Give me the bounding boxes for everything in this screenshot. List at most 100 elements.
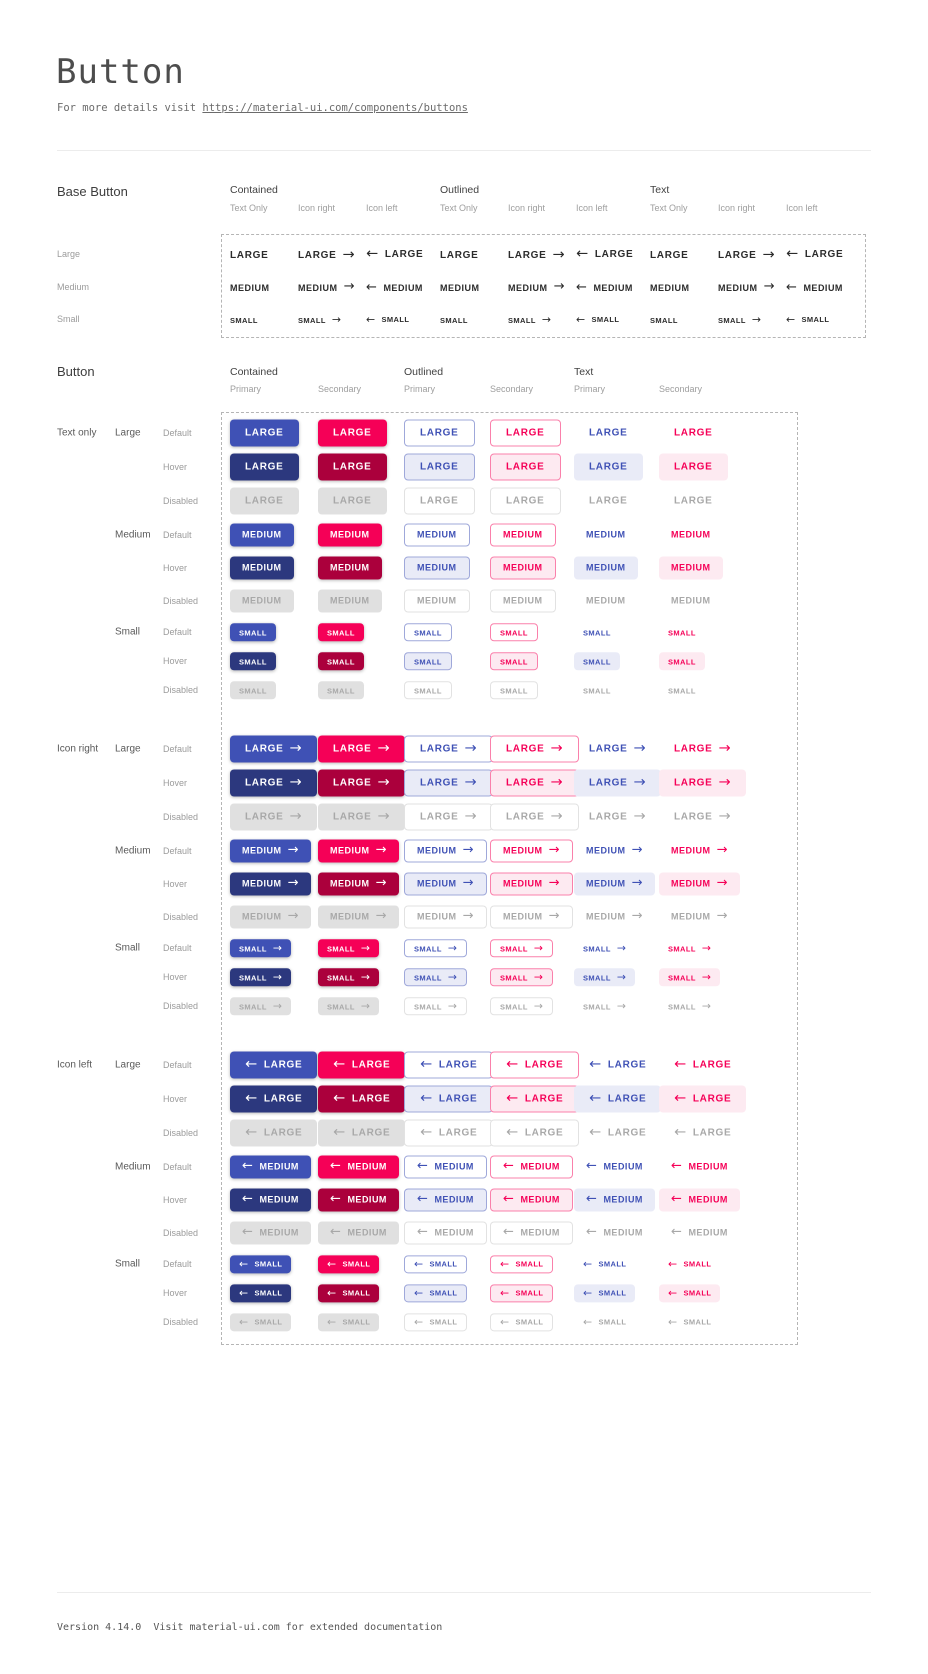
base-contained-icon-right-small-button[interactable]: SMALL →	[298, 314, 341, 325]
docs-link[interactable]: https://material-ui.com/components/butto…	[202, 102, 468, 114]
outlined-primary-large-hover-button[interactable]: LARGE →	[404, 769, 494, 797]
text-secondary-small-default-button[interactable]: SMALL	[659, 623, 705, 641]
contained-secondary-large-hover-button[interactable]: ← LARGE	[318, 1085, 406, 1113]
contained-secondary-medium-default-button[interactable]: MEDIUM →	[318, 839, 399, 862]
text-secondary-small-default-button[interactable]: SMALL →	[659, 939, 720, 957]
text-secondary-large-default-button[interactable]: ← LARGE	[659, 1052, 746, 1079]
text-secondary-large-hover-button[interactable]: LARGE	[659, 453, 728, 481]
base-text-text-only-small-button[interactable]: SMALL	[650, 316, 678, 325]
contained-secondary-medium-default-button[interactable]: MEDIUM	[318, 523, 382, 546]
text-secondary-medium-default-button[interactable]: MEDIUM →	[659, 839, 740, 862]
contained-secondary-small-default-button[interactable]: SMALL	[318, 623, 364, 642]
text-secondary-small-default-button[interactable]: ← SMALL	[659, 1255, 720, 1273]
base-outlined-icon-left-large-button[interactable]: ← LARGE	[576, 247, 633, 261]
base-outlined-icon-right-large-button[interactable]: LARGE →	[508, 248, 565, 262]
contained-primary-large-default-button[interactable]: LARGE	[230, 419, 299, 447]
contained-primary-small-default-button[interactable]: SMALL →	[230, 939, 292, 958]
outlined-primary-medium-hover-button[interactable]: MEDIUM	[404, 556, 470, 579]
text-primary-medium-hover-button[interactable]: ← MEDIUM	[574, 1188, 655, 1211]
text-primary-small-hover-button[interactable]: SMALL	[574, 652, 620, 671]
text-primary-large-default-button[interactable]: LARGE	[574, 420, 643, 447]
outlined-secondary-small-default-button[interactable]: SMALL →	[490, 939, 554, 958]
outlined-primary-large-hover-button[interactable]: ← LARGE	[404, 1085, 494, 1113]
contained-primary-small-hover-button[interactable]: SMALL	[230, 652, 276, 671]
text-secondary-large-hover-button[interactable]: LARGE →	[659, 769, 747, 797]
outlined-secondary-large-default-button[interactable]: LARGE →	[490, 735, 580, 763]
contained-secondary-small-default-button[interactable]: ← SMALL	[318, 1255, 380, 1274]
text-primary-large-hover-button[interactable]: LARGE	[574, 453, 643, 481]
contained-primary-medium-default-button[interactable]: MEDIUM →	[230, 839, 311, 862]
outlined-primary-medium-default-button[interactable]: MEDIUM	[404, 523, 470, 546]
contained-primary-medium-default-button[interactable]: MEDIUM	[230, 523, 294, 546]
base-contained-text-only-small-button[interactable]: SMALL	[230, 316, 258, 325]
base-outlined-text-only-medium-button[interactable]: MEDIUM	[440, 283, 480, 293]
outlined-secondary-small-hover-button[interactable]: SMALL	[490, 652, 538, 671]
contained-secondary-large-hover-button[interactable]: LARGE	[318, 453, 387, 481]
base-text-icon-left-large-button[interactable]: ← LARGE	[786, 247, 843, 261]
outlined-secondary-medium-default-button[interactable]: ← MEDIUM	[490, 1155, 573, 1178]
contained-secondary-small-hover-button[interactable]: SMALL	[318, 652, 364, 671]
contained-secondary-medium-hover-button[interactable]: MEDIUM	[318, 556, 382, 579]
text-primary-small-hover-button[interactable]: SMALL →	[574, 968, 636, 987]
base-text-icon-left-small-button[interactable]: ← SMALL	[786, 314, 829, 325]
contained-primary-large-default-button[interactable]: LARGE →	[230, 735, 318, 763]
outlined-primary-small-hover-button[interactable]: ← SMALL	[404, 1284, 468, 1303]
text-secondary-large-default-button[interactable]: LARGE	[659, 420, 728, 447]
outlined-secondary-medium-hover-button[interactable]: MEDIUM	[490, 556, 556, 579]
text-primary-medium-default-button[interactable]: MEDIUM →	[574, 839, 655, 862]
text-secondary-medium-default-button[interactable]: ← MEDIUM	[659, 1155, 740, 1178]
outlined-secondary-small-hover-button[interactable]: ← SMALL	[490, 1284, 554, 1303]
contained-secondary-small-default-button[interactable]: SMALL →	[318, 939, 380, 958]
outlined-primary-large-default-button[interactable]: LARGE	[404, 419, 475, 447]
outlined-secondary-large-default-button[interactable]: LARGE	[490, 419, 561, 447]
outlined-primary-medium-hover-button[interactable]: MEDIUM →	[404, 872, 487, 895]
text-primary-medium-default-button[interactable]: ← MEDIUM	[574, 1155, 655, 1178]
base-contained-icon-right-large-button[interactable]: LARGE →	[298, 248, 355, 262]
outlined-secondary-large-default-button[interactable]: ← LARGE	[490, 1051, 580, 1079]
text-primary-medium-hover-button[interactable]: MEDIUM	[574, 556, 638, 579]
base-text-icon-right-medium-button[interactable]: MEDIUM →	[718, 280, 775, 294]
base-text-icon-left-medium-button[interactable]: ← MEDIUM	[786, 280, 843, 294]
contained-primary-large-hover-button[interactable]: LARGE	[230, 453, 299, 481]
base-text-icon-right-small-button[interactable]: SMALL →	[718, 314, 761, 325]
base-contained-icon-left-medium-button[interactable]: ← MEDIUM	[366, 280, 423, 294]
outlined-secondary-medium-hover-button[interactable]: MEDIUM →	[490, 872, 573, 895]
outlined-primary-medium-default-button[interactable]: ← MEDIUM	[404, 1155, 487, 1178]
base-text-text-only-medium-button[interactable]: MEDIUM	[650, 283, 690, 293]
contained-secondary-medium-default-button[interactable]: ← MEDIUM	[318, 1155, 399, 1178]
text-secondary-medium-default-button[interactable]: MEDIUM	[659, 523, 723, 546]
text-primary-small-default-button[interactable]: SMALL →	[574, 939, 635, 957]
text-secondary-medium-hover-button[interactable]: MEDIUM →	[659, 872, 740, 895]
text-secondary-large-default-button[interactable]: LARGE →	[659, 736, 746, 763]
outlined-secondary-small-default-button[interactable]: ← SMALL	[490, 1255, 554, 1274]
outlined-primary-small-default-button[interactable]: ← SMALL	[404, 1255, 468, 1274]
outlined-primary-large-default-button[interactable]: ← LARGE	[404, 1051, 494, 1079]
text-secondary-medium-hover-button[interactable]: ← MEDIUM	[659, 1188, 740, 1211]
outlined-primary-medium-default-button[interactable]: MEDIUM →	[404, 839, 487, 862]
base-outlined-text-only-large-button[interactable]: LARGE	[440, 250, 479, 261]
contained-primary-medium-hover-button[interactable]: MEDIUM	[230, 556, 294, 579]
outlined-primary-small-hover-button[interactable]: SMALL	[404, 652, 452, 671]
text-secondary-medium-hover-button[interactable]: MEDIUM	[659, 556, 723, 579]
contained-secondary-large-default-button[interactable]: LARGE	[318, 419, 387, 447]
text-primary-large-default-button[interactable]: LARGE →	[574, 736, 661, 763]
text-secondary-small-hover-button[interactable]: ← SMALL	[659, 1284, 721, 1303]
text-primary-small-default-button[interactable]: SMALL	[574, 623, 620, 641]
outlined-primary-large-hover-button[interactable]: LARGE	[404, 453, 475, 481]
outlined-secondary-small-hover-button[interactable]: SMALL →	[490, 968, 554, 987]
contained-secondary-large-hover-button[interactable]: LARGE →	[318, 769, 406, 797]
base-outlined-text-only-small-button[interactable]: SMALL	[440, 316, 468, 325]
contained-primary-large-hover-button[interactable]: LARGE →	[230, 769, 318, 797]
contained-primary-small-hover-button[interactable]: SMALL →	[230, 968, 292, 987]
contained-primary-small-default-button[interactable]: ← SMALL	[230, 1255, 292, 1274]
base-text-icon-right-large-button[interactable]: LARGE →	[718, 248, 775, 262]
outlined-secondary-small-default-button[interactable]: SMALL	[490, 623, 538, 642]
contained-secondary-medium-hover-button[interactable]: ← MEDIUM	[318, 1188, 399, 1211]
contained-secondary-small-hover-button[interactable]: ← SMALL	[318, 1284, 380, 1303]
contained-primary-small-hover-button[interactable]: ← SMALL	[230, 1284, 292, 1303]
contained-secondary-medium-hover-button[interactable]: MEDIUM →	[318, 872, 399, 895]
outlined-primary-small-default-button[interactable]: SMALL →	[404, 939, 468, 958]
outlined-secondary-large-hover-button[interactable]: ← LARGE	[490, 1085, 580, 1113]
outlined-secondary-medium-default-button[interactable]: MEDIUM	[490, 523, 556, 546]
contained-secondary-small-hover-button[interactable]: SMALL →	[318, 968, 380, 987]
